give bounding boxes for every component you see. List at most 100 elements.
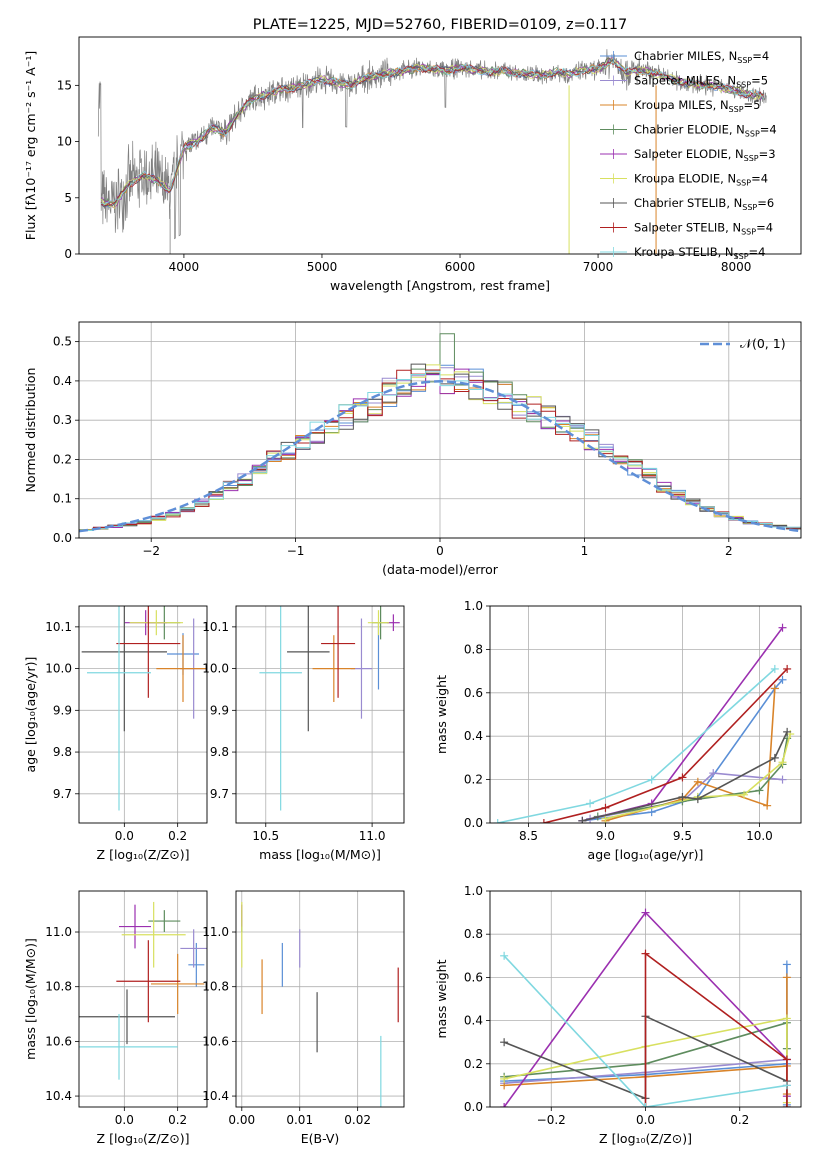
x-axis-label: Z [log₁₀(Z/Z⊙)] xyxy=(97,847,190,862)
errorbars xyxy=(79,901,207,1080)
x-tick-label: 0.00 xyxy=(228,1113,255,1127)
y-tick-label: 15 xyxy=(57,78,72,92)
legend-label: Chabrier STELIB, NSSP=6 xyxy=(634,196,774,212)
x-axis-label: (data-model)/error xyxy=(382,562,499,577)
panel-residuals: −2 −1 0 1 2 0.0 0.1 0.2 0.3 0.4 0.5 (data-model)/er… xyxy=(23,321,802,577)
legend-label-sub: SSP xyxy=(729,105,744,114)
x-tick-label: 11.0 xyxy=(359,829,386,843)
histograms xyxy=(79,333,801,538)
axes-frame xyxy=(78,605,208,824)
legend-label-name: Salpeter MILES, N xyxy=(634,74,736,88)
chart-title: PLATE=1225, MJD=52760, FIBERID=0109, z=0… xyxy=(253,17,627,33)
model-line xyxy=(100,58,765,208)
y-tick-label: 0.8 xyxy=(464,642,483,656)
y-axis-label: age [log₁₀(age/yr)] xyxy=(23,657,38,773)
legend-label-name: Kroupa ELODIE, N xyxy=(634,172,736,186)
weight-line xyxy=(605,733,791,820)
legend-label: Kroupa STELIB, NSSP=4 xyxy=(634,245,765,261)
y-tick-label: 10.6 xyxy=(202,1034,229,1048)
legend-label-suffix: =5 xyxy=(744,98,761,112)
errorbars xyxy=(259,606,400,811)
x-tick-label: 0.2 xyxy=(730,1113,749,1127)
y-tick-label: 10.1 xyxy=(45,620,72,634)
y-tick-label: 11.0 xyxy=(45,925,72,939)
y-axis-label: mass [log₁₀(M/M⊙)] xyxy=(23,938,38,1060)
y-tick-label: 10 xyxy=(57,135,72,149)
x-axis-label: Z [log₁₀(Z/Z⊙)] xyxy=(599,1131,692,1146)
legend-label: Salpeter STELIB, NSSP=4 xyxy=(634,221,773,237)
x-tick-label: 0 xyxy=(436,544,444,558)
legend-label-name: Chabrier MILES, N xyxy=(634,49,737,63)
axes-frame xyxy=(235,605,405,824)
legend-label-sub: SSP xyxy=(744,154,759,163)
y-tick-label: 9.7 xyxy=(210,787,229,801)
legend-label-sub: SSP xyxy=(745,130,760,139)
legend-label: 𝒩(0, 1) xyxy=(740,336,786,351)
panel-age-vs-Z: 0.0 0.2 9.7 9.8 9.9 10.0 10.1 Z [log₁₀(Z/Z⊙)] ag… xyxy=(23,605,208,862)
panel-mass-vs-EBV: 0.00 0.01 0.02 10.4 10.6 10.8 11.0 E(B-V) xyxy=(202,890,405,1146)
x-axis-label: mass [log₁₀(M/M⊙)] xyxy=(259,847,381,862)
x-tick-label: 10.0 xyxy=(746,829,773,843)
legend-label-suffix: =4 xyxy=(756,221,773,235)
legend-label-sub: SSP xyxy=(741,228,756,237)
y-tick-label: 10.0 xyxy=(45,662,72,676)
y-tick-label: 9.9 xyxy=(53,703,72,717)
legend-label-name: Chabrier STELIB, N xyxy=(634,196,742,210)
legend-label-name: Chabrier ELODIE, N xyxy=(634,123,745,137)
errorbars xyxy=(81,606,207,811)
legend-label-sub: SSP xyxy=(734,252,749,261)
y-tick-label: 10.4 xyxy=(202,1089,229,1103)
y-tick-label: 0.8 xyxy=(464,927,483,941)
x-tick-label: 5000 xyxy=(307,260,338,274)
legend-label-suffix: =4 xyxy=(749,245,766,259)
x-tick-label: 0.2 xyxy=(168,1113,187,1127)
x-tick-label: 9.5 xyxy=(673,829,692,843)
legend-label-suffix: =5 xyxy=(751,74,768,88)
legend: 𝒩(0, 1) xyxy=(700,336,786,351)
weight-lines xyxy=(500,908,791,1107)
y-axis-label: Normed distribution xyxy=(23,368,38,493)
axes-frame xyxy=(235,890,405,1108)
axes-frame xyxy=(489,605,802,824)
y-tick-label: 10.0 xyxy=(202,662,229,676)
x-axis-label: wavelength [Angstrom, rest frame] xyxy=(330,278,550,293)
y-axis-label: mass weight xyxy=(434,959,449,1038)
spectrum-lines xyxy=(97,49,767,254)
legend-label-name: Salpeter ELODIE, N xyxy=(634,147,744,161)
x-tick-label: 2 xyxy=(725,544,733,558)
legend-label-name: Salpeter STELIB, N xyxy=(634,221,741,235)
y-tick-label: 9.9 xyxy=(210,703,229,717)
axes-frame xyxy=(78,36,802,255)
y-tick-label: 0.3 xyxy=(53,413,72,427)
axes-frame xyxy=(489,890,802,1108)
legend-label-sub: SSP xyxy=(736,179,751,188)
y-tick-label: 0.2 xyxy=(464,1057,483,1071)
legend-label-sub: SSP xyxy=(736,81,751,90)
legend-label-sub: SSP xyxy=(742,203,757,212)
x-tick-label: 8.5 xyxy=(519,829,538,843)
x-tick-label: 8000 xyxy=(721,260,752,274)
x-tick-label: 0.0 xyxy=(115,829,134,843)
y-tick-label: 10.4 xyxy=(45,1089,72,1103)
y-tick-label: 0.0 xyxy=(464,1100,483,1114)
legend-label-name: Kroupa MILES, N xyxy=(634,98,729,112)
x-tick-label: 7000 xyxy=(583,260,614,274)
x-tick-label: 0.02 xyxy=(344,1113,371,1127)
x-tick-label: 0.01 xyxy=(286,1113,313,1127)
x-tick-label: 1 xyxy=(581,544,589,558)
y-tick-label: 0.6 xyxy=(464,970,483,984)
panel-mass-vs-Z: 0.0 0.2 10.4 10.6 10.8 11.0 Z [log₁₀(Z/Z⊙)] mas… xyxy=(23,890,208,1146)
legend-label: Chabrier ELODIE, NSSP=4 xyxy=(634,123,777,139)
y-tick-label: 0.0 xyxy=(53,531,72,545)
x-tick-label: −2 xyxy=(142,544,160,558)
weight-line xyxy=(503,955,788,1107)
x-axis-label: Z [log₁₀(Z/Z⊙)] xyxy=(97,1131,190,1146)
panel-weight-vs-Z: −0.2 0.0 0.2 0.0 0.2 0.4 0.6 0.8 1.0 Z [log₁₀(Z/Z… xyxy=(434,884,802,1146)
legend-label-suffix: =4 xyxy=(752,49,769,63)
y-tick-label: 0.5 xyxy=(53,335,72,349)
x-tick-label: 0.2 xyxy=(168,829,187,843)
legend-label: Kroupa MILES, NSSP=5 xyxy=(634,98,760,114)
histogram-step xyxy=(79,370,801,538)
weight-lines xyxy=(493,623,795,823)
